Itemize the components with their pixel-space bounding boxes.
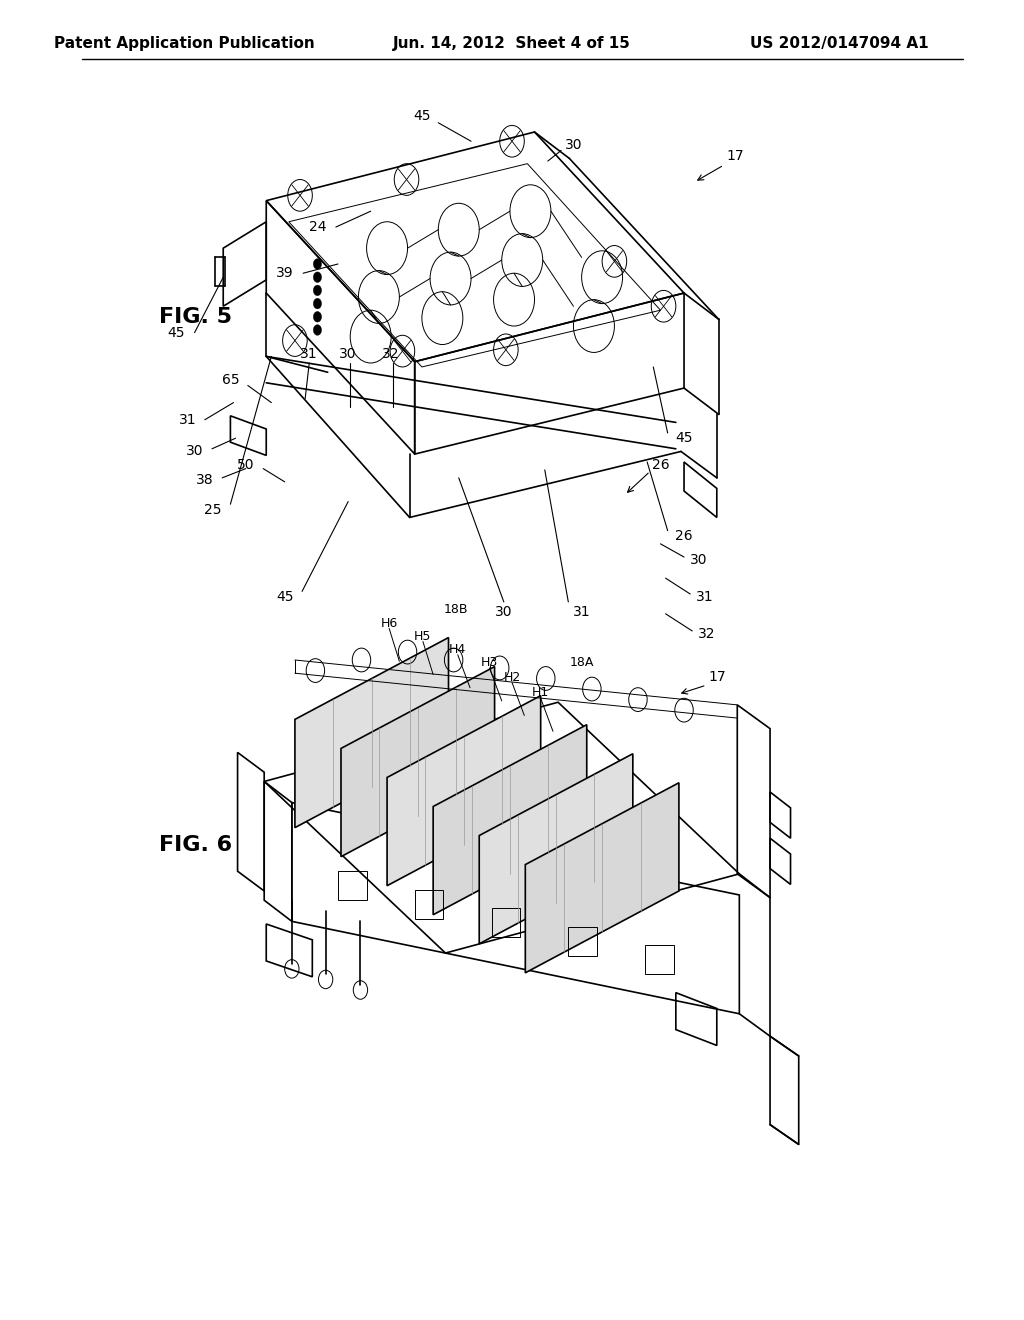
Text: H6: H6 [381, 616, 397, 630]
Text: Jun. 14, 2012  Sheet 4 of 15: Jun. 14, 2012 Sheet 4 of 15 [393, 36, 631, 51]
Text: 31: 31 [572, 606, 591, 619]
Circle shape [313, 259, 322, 269]
Text: FIG. 5: FIG. 5 [159, 306, 231, 327]
Text: 32: 32 [697, 627, 716, 640]
Polygon shape [433, 725, 587, 915]
Text: 30: 30 [689, 553, 708, 566]
Text: 30: 30 [185, 445, 204, 458]
Text: 45: 45 [167, 326, 185, 339]
Text: 18B: 18B [443, 603, 468, 616]
Polygon shape [295, 638, 449, 828]
Text: 45: 45 [275, 590, 294, 603]
Text: H3: H3 [481, 656, 498, 669]
Text: 38: 38 [196, 474, 214, 487]
Circle shape [313, 312, 322, 322]
Polygon shape [479, 754, 633, 944]
Text: 31: 31 [695, 590, 714, 603]
Text: 17: 17 [726, 149, 744, 162]
Text: H2: H2 [504, 671, 520, 684]
Text: 50: 50 [237, 458, 255, 471]
Text: US 2012/0147094 A1: US 2012/0147094 A1 [751, 36, 929, 51]
Polygon shape [341, 667, 495, 857]
Polygon shape [387, 696, 541, 886]
Text: H4: H4 [450, 643, 466, 656]
Text: Patent Application Publication: Patent Application Publication [54, 36, 314, 51]
Text: 39: 39 [275, 267, 294, 280]
Text: 45: 45 [413, 110, 431, 123]
Text: 31: 31 [300, 347, 318, 360]
Text: 45: 45 [675, 432, 693, 445]
Text: 65: 65 [221, 374, 240, 387]
Circle shape [313, 285, 322, 296]
Text: 17: 17 [708, 671, 726, 684]
Text: 24: 24 [308, 220, 327, 234]
Text: FIG. 6: FIG. 6 [159, 834, 231, 855]
Text: 30: 30 [495, 606, 513, 619]
Text: 26: 26 [651, 458, 670, 471]
Circle shape [313, 325, 322, 335]
Text: H1: H1 [532, 686, 549, 700]
Text: H5: H5 [415, 630, 431, 643]
Circle shape [313, 272, 322, 282]
Text: 31: 31 [178, 413, 197, 426]
Circle shape [313, 298, 322, 309]
Text: 26: 26 [675, 529, 693, 543]
Text: 30: 30 [339, 347, 357, 360]
Polygon shape [525, 783, 679, 973]
Text: 25: 25 [204, 503, 222, 516]
Text: 30: 30 [564, 139, 583, 152]
Text: 18A: 18A [569, 656, 594, 669]
Text: 32: 32 [382, 347, 400, 360]
